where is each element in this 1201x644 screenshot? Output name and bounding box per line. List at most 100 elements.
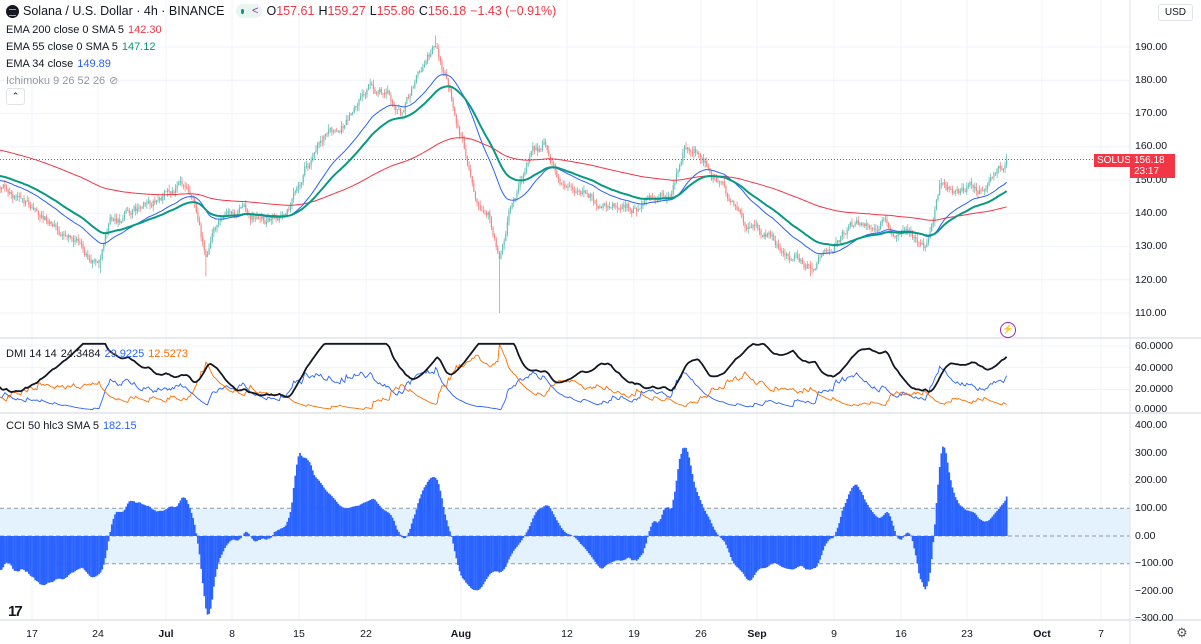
- candle-body: [427, 54, 429, 62]
- candle: [300, 181, 303, 189]
- cci-histogram-bar: [7, 536, 9, 564]
- cci-histogram-bar: [646, 536, 649, 538]
- candle-body: [682, 152, 684, 162]
- cci-histogram-bar: [184, 498, 187, 536]
- legend-dmi[interactable]: DMI 14 14 24.3484 29.9225 12.5273: [6, 348, 192, 360]
- legend-cci[interactable]: CCI 50 hlc3 SMA 5 182.15: [6, 420, 141, 432]
- candle-body: [594, 200, 596, 204]
- legend-ichimoku[interactable]: Ichimoku 9 26 52 26 ⊘: [6, 74, 122, 87]
- candle-body: [744, 222, 746, 228]
- cci-histogram-bar: [985, 521, 987, 536]
- cci-histogram-bar: [975, 514, 978, 536]
- collapse-legend-button[interactable]: ⌃: [6, 88, 25, 105]
- candle-body: [675, 173, 678, 184]
- candle: [160, 196, 162, 202]
- cci-histogram-bar: [56, 536, 59, 579]
- candle-body: [836, 240, 839, 243]
- status-pill[interactable]: <: [236, 4, 263, 18]
- candle: [269, 217, 271, 223]
- cci-axis-label: 200.00: [1135, 474, 1168, 486]
- cci-histogram-bar: [720, 536, 723, 539]
- candle-body: [918, 242, 920, 244]
- legend-ema55[interactable]: EMA 55 close 0 SMA 5 147.12: [6, 41, 160, 53]
- candle-body: [492, 226, 494, 236]
- candle: [7, 188, 9, 198]
- candle-body: [693, 149, 695, 154]
- candle: [939, 179, 941, 196]
- candle-body: [95, 259, 97, 262]
- candle-body: [540, 149, 542, 151]
- candle-body: [803, 263, 805, 268]
- cci-histogram-bar: [669, 508, 671, 536]
- cci-histogram-bar: [149, 506, 151, 536]
- candle-body: [627, 203, 630, 209]
- candle: [876, 225, 879, 233]
- cci-histogram-bar: [434, 477, 437, 536]
- candle: [197, 207, 199, 223]
- cci-histogram-bar: [755, 536, 758, 573]
- candle: [805, 263, 807, 271]
- candle: [607, 205, 609, 211]
- symbol-title[interactable]: Solana / U.S. Dollar · 4h · BINANCE: [23, 4, 225, 18]
- cci-histogram-bar: [476, 536, 478, 591]
- candle: [540, 148, 542, 153]
- legend-ema34[interactable]: EMA 34 close 149.89: [6, 58, 115, 70]
- cci-histogram-bar: [873, 514, 876, 536]
- candle-body: [321, 140, 323, 142]
- legend-ema200[interactable]: EMA 200 close 0 SMA 5 142.30: [6, 24, 166, 36]
- cci-histogram-bar: [546, 505, 549, 536]
- candle: [964, 188, 966, 193]
- candle-body: [527, 162, 529, 167]
- candle: [52, 222, 54, 228]
- candle-body: [573, 189, 575, 193]
- candle: [567, 183, 569, 192]
- candle: [733, 200, 735, 207]
- cci-histogram-bar: [892, 525, 895, 536]
- candle: [801, 257, 804, 265]
- cci-histogram-bar: [58, 536, 61, 579]
- candle: [427, 52, 429, 65]
- candle-body: [107, 223, 110, 231]
- flash-alert-icon[interactable]: ⚡: [1000, 322, 1016, 338]
- settings-gear-icon[interactable]: ⚙: [1176, 625, 1188, 640]
- candle: [329, 127, 331, 133]
- hidden-eye-icon[interactable]: ⊘: [109, 75, 119, 87]
- currency-button[interactable]: USD: [1157, 4, 1193, 21]
- candle: [809, 260, 812, 277]
- candle-body: [355, 106, 357, 108]
- candle: [581, 187, 583, 196]
- candle: [324, 133, 327, 140]
- candle-body: [961, 187, 963, 192]
- cci-histogram-bar: [575, 536, 577, 539]
- candle-body: [131, 210, 134, 215]
- candle-body: [580, 191, 582, 194]
- candle-body: [98, 259, 100, 264]
- cci-histogram-bar: [579, 536, 582, 544]
- tradingview-logo[interactable]: 17: [8, 603, 23, 620]
- cci-histogram-bar: [280, 528, 282, 536]
- candle-body: [843, 231, 845, 234]
- candle: [621, 203, 623, 210]
- share-icon[interactable]: <: [252, 5, 259, 17]
- cci-histogram-bar: [429, 478, 432, 536]
- candle-body: [63, 233, 65, 236]
- cci-histogram-bar: [820, 536, 823, 556]
- cci-axis-label: 100.00: [1135, 502, 1168, 514]
- candle-body: [895, 236, 898, 238]
- candle-body: [71, 237, 73, 239]
- candle-body: [591, 194, 593, 197]
- candle-body: [530, 151, 532, 157]
- candle-body: [808, 264, 810, 266]
- candle: [726, 192, 729, 202]
- cci-histogram-bar: [997, 508, 1000, 536]
- candle-body: [182, 184, 185, 186]
- candle-body: [283, 214, 285, 215]
- cci-histogram-bar: [816, 536, 818, 567]
- cci-histogram-bar: [51, 536, 54, 583]
- candle: [404, 101, 406, 117]
- candle: [956, 186, 958, 194]
- candle-body: [533, 146, 536, 151]
- cci-histogram-bar: [378, 505, 381, 536]
